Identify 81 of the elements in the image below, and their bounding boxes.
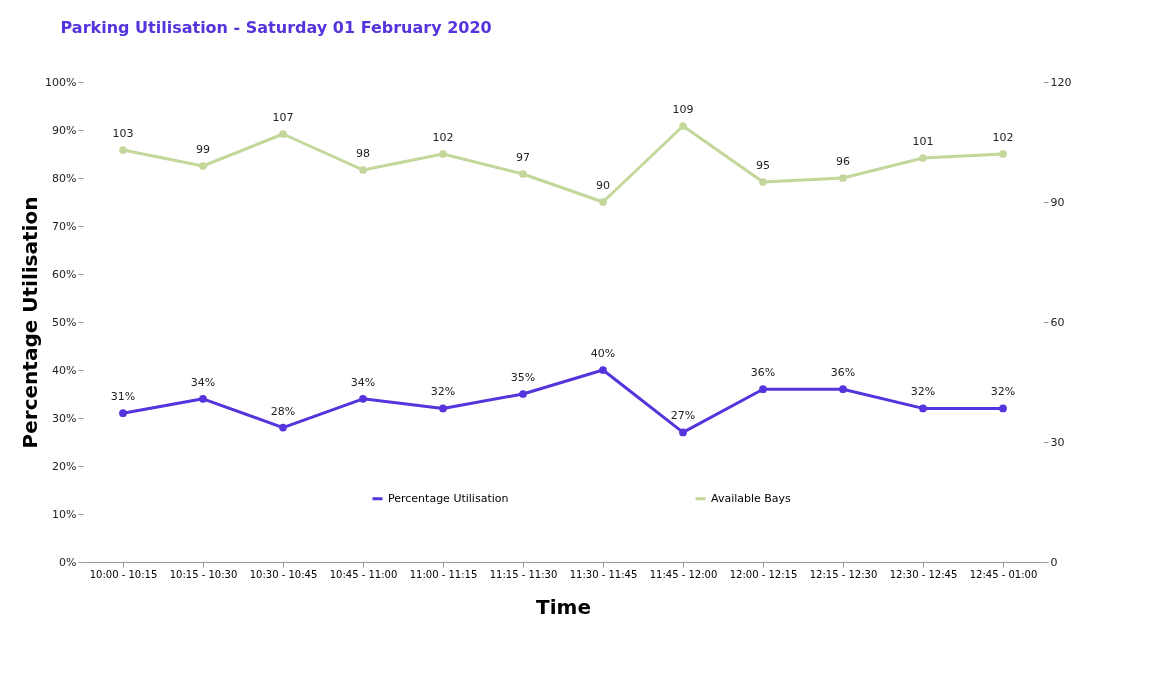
point — [599, 366, 607, 374]
point — [919, 404, 927, 413]
x-tick-label: 11:45 - 12:00 — [649, 568, 718, 580]
data-label: 34% — [190, 375, 216, 389]
point — [119, 409, 127, 418]
y2-tick-label: 90 — [1050, 195, 1065, 209]
point — [199, 394, 207, 403]
point — [999, 150, 1007, 158]
x-tick-label: 11:30 - 11:45 — [569, 568, 638, 580]
y-tick-label: 10% — [52, 507, 77, 521]
y-tick-label: 90% — [52, 123, 77, 137]
x-tick-label: 11:00 - 11:15 — [409, 568, 478, 580]
point — [439, 404, 447, 413]
data-label: 34% — [350, 375, 376, 389]
legend-label: Percentage Utilisation — [388, 491, 509, 505]
data-label: 102 — [432, 131, 454, 144]
data-label: 101 — [912, 135, 934, 148]
data-label: 32% — [430, 385, 456, 399]
data-label: 40% — [590, 347, 616, 360]
point — [679, 428, 687, 437]
y2-tick-label: 120 — [1050, 75, 1072, 89]
point — [759, 385, 767, 394]
point — [919, 154, 927, 162]
y2-tick-label: 60 — [1050, 315, 1065, 329]
data-label: 31% — [110, 390, 136, 404]
point — [279, 130, 287, 138]
data-label: 32% — [990, 385, 1016, 399]
x-tick-label: 12:45 - 01:00 — [969, 568, 1038, 580]
point — [439, 150, 447, 158]
point — [279, 423, 287, 432]
x-tick-label: 11:15 - 11:30 — [489, 568, 558, 580]
point — [199, 162, 207, 170]
x-axis-title: Time — [536, 594, 591, 619]
data-label: 27% — [670, 409, 696, 423]
x-tick-label: 12:15 - 12:30 — [809, 568, 878, 580]
data-label: 102 — [992, 131, 1014, 144]
data-label: 90 — [596, 179, 610, 192]
x-tick-label: 12:30 - 12:45 — [889, 568, 958, 580]
point — [839, 174, 847, 182]
data-label: 95 — [756, 159, 770, 172]
y2-tick-label: 30 — [1050, 435, 1065, 449]
y-tick-label: 30% — [52, 411, 77, 425]
x-tick-label: 12:00 - 12:15 — [729, 568, 798, 580]
point — [119, 146, 127, 154]
chart-title: Parking Utilisation - Saturday 01 February 2020 — [60, 18, 492, 37]
data-label: 99 — [196, 143, 210, 156]
y-tick-label: 50% — [52, 315, 77, 329]
x-tick-label: 10:00 - 10:15 — [89, 568, 158, 580]
y-tick-label: 0% — [59, 555, 77, 569]
data-label: 36% — [830, 366, 856, 380]
point — [999, 404, 1007, 413]
y-tick-label: 20% — [52, 459, 77, 473]
y-tick-label: 40% — [52, 363, 77, 377]
point — [359, 166, 367, 174]
point — [519, 170, 527, 178]
x-tick-label: 10:45 - 11:00 — [329, 568, 398, 580]
y-tick-label: 80% — [52, 171, 77, 185]
y-tick-label: 70% — [52, 219, 77, 233]
point — [519, 390, 527, 398]
x-tick-label: 10:15 - 10:30 — [169, 568, 238, 580]
point — [359, 394, 367, 403]
data-label: 107 — [272, 111, 294, 124]
data-label: 36% — [750, 366, 776, 380]
y-axis-title: Percentage Utilisation — [18, 196, 43, 449]
y2-tick-label: 0 — [1050, 555, 1058, 569]
point — [839, 385, 847, 394]
data-label: 35% — [510, 371, 536, 384]
x-tick-label: 10:30 - 10:45 — [249, 568, 318, 580]
data-label: 96 — [836, 155, 850, 168]
data-label: 109 — [672, 103, 694, 116]
point — [599, 198, 607, 206]
y-tick-label: 100% — [45, 75, 77, 89]
y-tick-label: 60% — [52, 267, 77, 281]
data-label: 103 — [112, 127, 134, 140]
point — [759, 178, 767, 186]
data-label: 97 — [516, 151, 530, 164]
data-label: 32% — [910, 385, 936, 399]
data-label: 98 — [356, 147, 370, 160]
legend-label: Available Bays — [711, 491, 792, 505]
point — [679, 122, 687, 130]
data-label: 28% — [270, 404, 296, 418]
